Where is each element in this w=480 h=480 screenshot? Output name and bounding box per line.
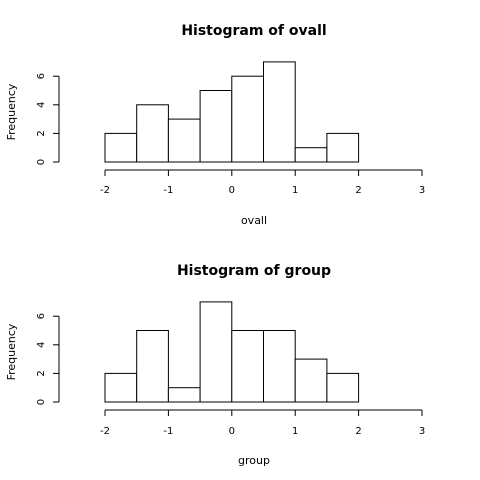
x-tick-label: 2 [355,185,361,196]
chart-title-1: Histogram of ovall [181,23,326,39]
panel-2: Histogram of group -2 -1 0 1 2 3 0 2 4 6 group F… [5,263,425,467]
panel-1: Histogram of ovall -2 -1 0 1 2 3 0 2 4 6 ovall F… [5,23,425,227]
histogram-bar [326,372,360,403]
histogram-bar [167,118,201,163]
x-tick-label: 3 [419,426,425,437]
bars-2 [104,301,360,403]
y-axis-label-2: Frequency [5,323,18,380]
bars-1 [104,61,360,163]
histogram-bar [231,75,265,163]
chart-title-2: Histogram of group [177,263,331,279]
histogram-bar [231,330,265,403]
histogram-bar [294,358,328,403]
histogram-bar [326,132,360,163]
y-tick-label: 0 [36,399,47,405]
x-axis-2: -2 -1 0 1 2 3 [100,409,425,437]
x-tick-label: 0 [229,426,235,437]
x-axis-label-1: ovall [241,214,267,227]
histogram-bar [263,330,296,403]
histogram-bar [263,61,296,163]
x-axis-1: -2 -1 0 1 2 3 [100,169,425,196]
x-tick-label: 1 [292,185,298,196]
histogram-bar [199,301,233,403]
histogram-bar [136,104,169,163]
x-tick-label: -1 [163,185,173,196]
y-tick-label: 4 [36,342,47,348]
x-tick-label: 2 [355,426,361,437]
x-tick-label: 1 [292,426,298,437]
y-axis-2: 0 2 4 6 [36,313,60,405]
histogram-bar [294,147,328,163]
x-tick-label: -1 [163,426,173,437]
y-tick-label: 6 [36,73,47,79]
histogram-bar [199,90,233,163]
x-tick-label: -2 [100,426,110,437]
y-axis-1: 0 2 4 6 [36,73,60,165]
histogram-bar [167,387,201,403]
x-tick-label: 0 [229,185,235,196]
histogram-bar [104,372,138,403]
y-tick-label: 6 [36,313,47,319]
y-axis-label-1: Frequency [5,83,18,140]
y-tick-label: 2 [36,130,47,136]
x-tick-label: 3 [419,185,425,196]
x-tick-label: -2 [100,185,110,196]
y-tick-label: 0 [36,159,47,165]
histogram-bar [136,330,169,403]
y-tick-label: 2 [36,370,47,376]
x-axis-label-2: group [238,454,270,467]
histogram-bar [104,132,138,163]
y-tick-label: 4 [36,102,47,108]
